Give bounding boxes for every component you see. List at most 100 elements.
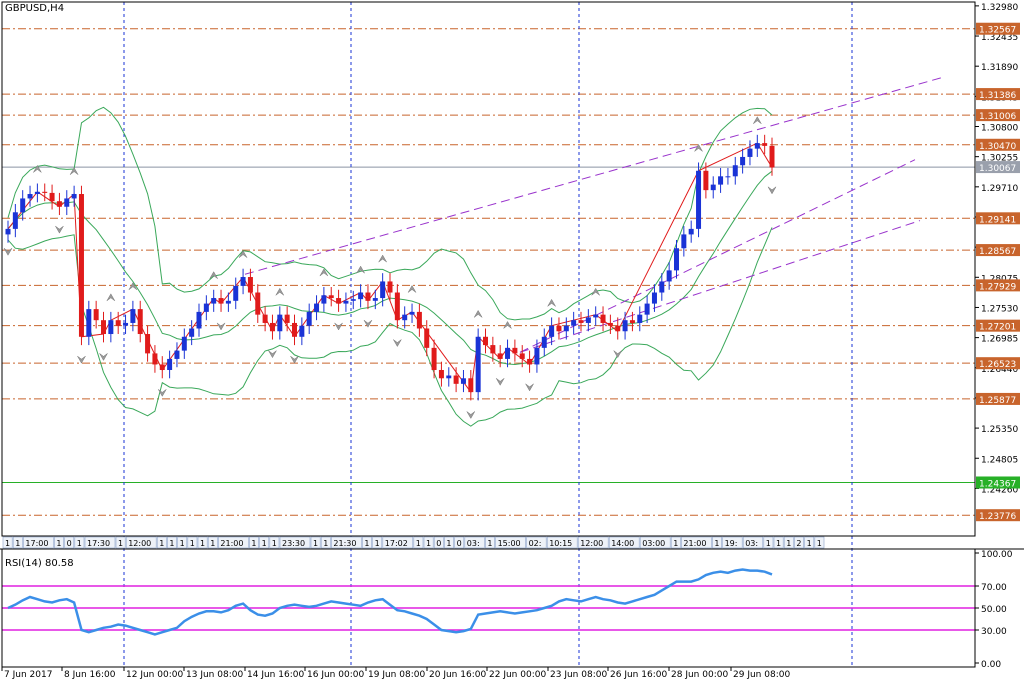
candle-body	[578, 320, 584, 323]
candle-body	[394, 292, 400, 321]
rsi-line	[7, 568, 773, 636]
session-tag-label: 17:02	[385, 539, 408, 548]
chart-title: GBPUSD,H4	[5, 3, 65, 14]
fractal-arrow	[495, 378, 505, 386]
candle-body	[718, 176, 724, 185]
level-label-box	[976, 212, 1020, 225]
time-label: 13 Jun 08:00	[186, 670, 243, 680]
candle-body	[314, 303, 320, 312]
candle-body	[101, 320, 106, 335]
candle-body	[159, 364, 165, 370]
time-label: 23 Jun 08:00	[550, 670, 607, 680]
candle-body	[49, 192, 55, 202]
price-tick-label: 1.32980	[981, 3, 1018, 13]
time-label: 12 Jun 00:00	[126, 670, 183, 680]
session-tag-label: 2	[796, 539, 801, 548]
candle-body	[585, 317, 591, 323]
rsi-tick-label: 100.00	[981, 550, 1013, 560]
session-tag	[670, 536, 681, 549]
session-tag-label: 1	[807, 539, 812, 548]
candle-body	[350, 299, 356, 301]
session-tag	[814, 536, 825, 549]
level-label-box	[976, 138, 1020, 151]
candle-body	[431, 347, 437, 370]
level-label-box	[976, 319, 1020, 332]
candle-body	[710, 184, 716, 191]
candle-body	[203, 303, 209, 312]
time-label: 29 Jun 08:00	[733, 670, 790, 680]
candle-body	[622, 320, 628, 332]
channel-line	[519, 220, 921, 353]
candle-body	[387, 281, 393, 293]
session-tag-label: 1	[200, 539, 205, 548]
candle-body	[343, 300, 349, 304]
session-tag	[773, 536, 784, 549]
session-tag	[372, 536, 383, 549]
session-tag	[320, 536, 331, 549]
session-tag-label: 1	[56, 539, 61, 548]
candle-body	[424, 328, 430, 348]
candle-body	[740, 156, 746, 166]
level-label: 1.23776	[979, 512, 1016, 522]
price-tick-label: 1.26440	[981, 365, 1018, 375]
session-tag-label: 12:00	[128, 539, 151, 548]
candle-body	[336, 298, 342, 304]
fractal-arrow	[694, 143, 703, 152]
session-tag-label: 0	[436, 539, 441, 548]
candle-body	[446, 375, 452, 379]
candle-body	[519, 353, 525, 359]
session-tag	[464, 536, 485, 549]
session-tag-label: 1	[487, 539, 492, 548]
rsi-tick-label: 30.00	[981, 627, 1007, 637]
price-tick-label: 1.31890	[981, 63, 1018, 73]
fractal-arrow	[99, 353, 108, 361]
session-tag-label: 10:15	[549, 539, 572, 548]
time-label: 16 Jun 00:00	[307, 670, 364, 680]
candle-body	[688, 228, 694, 235]
fractal-arrow	[356, 265, 365, 274]
rsi-axis: 100.00 70.00 50.00 30.00 0.00	[1, 548, 1013, 670]
session-tag	[54, 536, 64, 549]
candle-body	[262, 314, 268, 323]
candle-body	[196, 311, 202, 329]
session-tag	[187, 536, 198, 549]
candle-body	[5, 228, 11, 235]
price-tick-label: 1.28075	[981, 274, 1018, 284]
fractal-arrow	[473, 309, 483, 318]
session-tag-label: 1	[313, 539, 318, 548]
candle-body	[754, 143, 760, 149]
candle-body	[108, 320, 114, 335]
rsi-tick-label: 50.00	[981, 605, 1007, 615]
candle-body	[145, 334, 151, 354]
candle-body	[78, 194, 84, 337]
level-label: 1.31386	[979, 91, 1016, 101]
session-tag	[577, 536, 609, 549]
session-tag	[74, 536, 85, 549]
time-label: 26 Jun 16:00	[610, 670, 667, 680]
session-tag	[362, 536, 372, 549]
price-tick-label: 1.32435	[981, 33, 1018, 43]
candle-body	[255, 292, 261, 315]
candle-body	[167, 358, 173, 370]
level-label: 1.29141	[979, 215, 1016, 225]
level-label-box	[976, 509, 1020, 522]
candle-body	[130, 309, 136, 323]
candle-body	[600, 314, 606, 323]
fractal-arrow	[69, 167, 79, 175]
candle-body	[299, 325, 305, 337]
session-tag	[712, 536, 722, 549]
candle-body	[328, 295, 334, 299]
time-strip: 1 1 17:00 1 0 1 17:30 1 12:00 1 1 1 1 1 1 21:00 1 1 1 23:30…	[2, 536, 825, 549]
session-tag	[279, 536, 311, 549]
fractal-arrow	[106, 293, 116, 302]
session-tag	[763, 536, 774, 549]
candle-body	[34, 191, 40, 195]
candle-body	[218, 298, 224, 304]
session-tag	[608, 536, 640, 549]
candle-body	[123, 322, 129, 326]
candle-body	[593, 314, 599, 318]
price-tick-label: 1.30255	[981, 154, 1018, 164]
price-tick-label: 1.24805	[981, 455, 1018, 465]
session-tag	[742, 536, 764, 549]
session-tag	[310, 536, 321, 549]
